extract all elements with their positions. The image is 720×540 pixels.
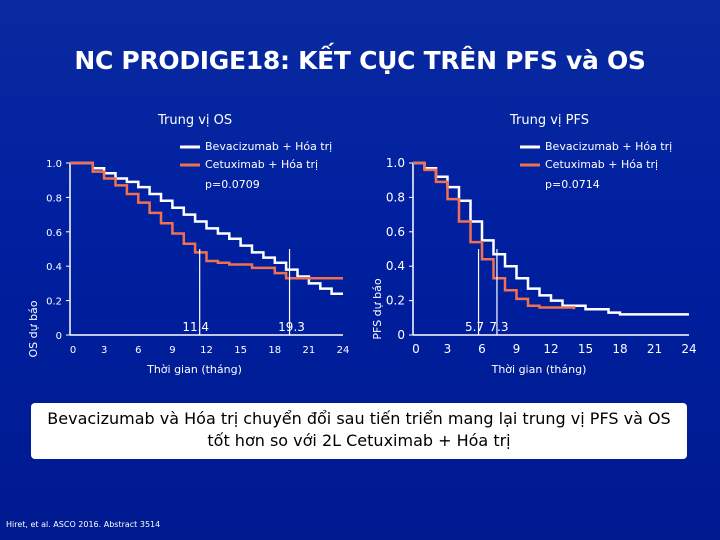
pfs-y-tick-label: 0 [397, 328, 405, 342]
os-median-label: 11.4 [182, 320, 209, 334]
os-x-tick-label: 21 [303, 345, 316, 356]
pfs-x-tick-label: 0 [412, 342, 420, 356]
pfs-median-label: 7.3 [489, 320, 508, 334]
os-x-axis-label: Thời gian (tháng) [146, 363, 242, 376]
os-y-tick-label: 0 [56, 331, 62, 342]
pfs-legend-label: Cetuximab + Hóa trị [545, 158, 658, 171]
os-x-tick-label: 6 [135, 345, 141, 356]
pfs-x-tick-label: 12 [543, 342, 558, 356]
pfs-series-cetuximab [413, 161, 576, 310]
callout-line-1: Bevacizumab và Hóa trị chuyển đổi sau ti… [47, 409, 671, 428]
os-y-tick-label: 0.4 [46, 262, 62, 273]
pfs-y-tick-label: 0.4 [386, 259, 405, 273]
os-x-tick-label: 18 [268, 345, 281, 356]
os-y-tick-label: 1.0 [46, 159, 62, 170]
slide-title: NC PRODIGE18: KẾT CỤC TRÊN PFS và OS [74, 46, 646, 75]
os-median-label: 19.3 [278, 320, 305, 334]
pfs-p-value: p=0.0714 [545, 178, 600, 191]
os-p-value: p=0.0709 [205, 178, 260, 191]
os-y-axis-label: OS dự báo [27, 300, 40, 357]
pfs-panel-title: Trung vị PFS [510, 113, 590, 128]
os-y-tick-label: 0.8 [46, 193, 62, 204]
os-series-cetuximab [70, 161, 343, 280]
pfs-x-tick-label: 9 [513, 342, 521, 356]
pfs-median-label: 5.7 [465, 320, 484, 334]
pfs-x-tick-label: 6 [478, 342, 486, 356]
pfs-y-tick-label: 1.0 [386, 156, 405, 170]
os-y-tick-label: 0.6 [46, 228, 62, 239]
pfs-y-tick-label: 0.6 [386, 225, 405, 239]
pfs-x-axis-label: Thời gian (tháng) [491, 363, 587, 376]
source-citation: Hiret, et al. ASCO 2016. Abstract 3514 [6, 520, 161, 529]
os-legend-label: Bevacizumab + Hóa trị [205, 140, 332, 153]
pfs-x-tick-label: 18 [612, 342, 627, 356]
pfs-x-tick-label: 15 [578, 342, 593, 356]
os-x-tick-label: 24 [337, 345, 350, 356]
os-x-tick-label: 9 [169, 345, 175, 356]
pfs-y-tick-label: 0.8 [386, 190, 405, 204]
pfs-legend-label: Bevacizumab + Hóa trị [545, 140, 672, 153]
os-y-tick-label: 0.2 [46, 297, 62, 308]
os-x-tick-label: 3 [101, 345, 107, 356]
pfs-x-tick-label: 24 [681, 342, 696, 356]
os-panel-title: Trung vị OS [158, 113, 233, 128]
os-series-bevacizumab [70, 161, 343, 295]
os-legend-label: Cetuximab + Hóa trị [205, 158, 318, 171]
os-x-tick-label: 12 [200, 345, 213, 356]
pfs-x-tick-label: 3 [444, 342, 452, 356]
pfs-x-tick-label: 21 [647, 342, 662, 356]
callout-line-2: tốt hơn so với 2L Cetuximab + Hóa trị [207, 431, 511, 450]
os-x-tick-label: 0 [70, 345, 76, 356]
os-x-tick-label: 15 [234, 345, 247, 356]
pfs-y-axis-label: PFS dự báo [371, 278, 384, 339]
conclusion-callout: Bevacizumab và Hóa trị chuyển đổi sau ti… [31, 403, 687, 459]
pfs-y-tick-label: 0.2 [386, 294, 405, 308]
